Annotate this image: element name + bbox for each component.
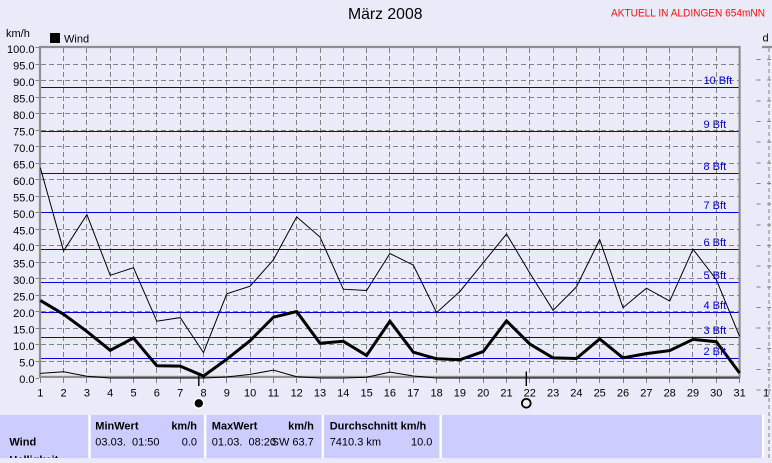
svg-text:9: 9	[224, 388, 230, 400]
svg-text:1: 1	[37, 388, 43, 400]
svg-text:40.0: 40.0	[13, 242, 34, 254]
svg-text:90.0: 90.0	[13, 77, 34, 89]
svg-text:3: 3	[84, 388, 90, 400]
svg-text:100.0: 100.0	[7, 44, 35, 56]
svg-text:MinWert: MinWert	[95, 421, 139, 433]
svg-text:10 Bft: 10 Bft	[704, 75, 733, 87]
svg-text:17: 17	[407, 388, 419, 400]
svg-text:27: 27	[640, 388, 652, 400]
svg-text:0.0: 0.0	[182, 436, 197, 448]
svg-text:5.0: 5.0	[19, 358, 34, 370]
svg-text:2 Bft: 2 Bft	[704, 346, 727, 358]
svg-text:km/h: km/h	[288, 421, 314, 433]
svg-text:10: 10	[244, 388, 256, 400]
svg-text:15: 15	[360, 388, 372, 400]
svg-text:10.0: 10.0	[411, 436, 432, 448]
svg-text:8: 8	[200, 388, 206, 400]
svg-text:24: 24	[570, 388, 582, 400]
svg-text:19: 19	[454, 388, 466, 400]
svg-text:15.0: 15.0	[13, 325, 34, 337]
svg-text:35.0: 35.0	[13, 258, 34, 270]
svg-text:18: 18	[430, 388, 442, 400]
svg-text:MaxWert: MaxWert	[212, 421, 258, 433]
svg-text:65.0: 65.0	[13, 159, 34, 171]
svg-text:50.0: 50.0	[13, 209, 34, 221]
svg-text:30.0: 30.0	[13, 275, 34, 287]
svg-text:31: 31	[733, 388, 745, 400]
svg-text:7: 7	[177, 388, 183, 400]
svg-text:25.0: 25.0	[13, 291, 34, 303]
svg-text:12: 12	[291, 388, 303, 400]
svg-text:4 Bft: 4 Bft	[704, 300, 727, 312]
svg-text:3 Bft: 3 Bft	[704, 325, 727, 337]
svg-text:14: 14	[337, 388, 349, 400]
svg-text:1: 1	[763, 388, 769, 400]
svg-text:Helligkeit: Helligkeit	[9, 454, 58, 458]
svg-text:10.0: 10.0	[13, 341, 34, 353]
svg-text:2: 2	[61, 388, 67, 400]
svg-text:SW 63.7: SW 63.7	[272, 436, 314, 448]
svg-text:28: 28	[664, 388, 676, 400]
svg-text:70.0: 70.0	[13, 143, 34, 155]
svg-text:9 Bft: 9 Bft	[704, 119, 727, 131]
svg-text:0.0: 0.0	[19, 374, 34, 386]
svg-text:13: 13	[314, 388, 326, 400]
svg-text:8 Bft: 8 Bft	[704, 161, 727, 173]
svg-text:55.0: 55.0	[13, 192, 34, 204]
svg-text:30: 30	[710, 388, 722, 400]
svg-text:85.0: 85.0	[13, 93, 34, 105]
svg-text:AKTUELL IN ALDINGEN 654mNN: AKTUELL IN ALDINGEN 654mNN	[611, 7, 765, 19]
svg-text:5: 5	[130, 388, 136, 400]
svg-text:75.0: 75.0	[13, 126, 34, 138]
svg-text:80.0: 80.0	[13, 110, 34, 122]
svg-text:25: 25	[594, 388, 606, 400]
svg-text:23: 23	[547, 388, 559, 400]
svg-text:95.0: 95.0	[13, 60, 34, 72]
svg-text:5 Bft: 5 Bft	[704, 270, 727, 282]
svg-text:6 Bft: 6 Bft	[704, 237, 727, 249]
svg-text:Durchschnitt km/h: Durchschnitt km/h	[330, 421, 427, 433]
svg-text:6: 6	[154, 388, 160, 400]
svg-text:16: 16	[384, 388, 396, 400]
svg-text:März 2008: März 2008	[348, 6, 423, 23]
svg-text:km/h: km/h	[6, 28, 30, 40]
svg-text:03.03. 01:50: 03.03. 01:50	[95, 436, 159, 448]
svg-text:km/h: km/h	[171, 421, 197, 433]
svg-text:21: 21	[500, 388, 512, 400]
svg-text:d: d	[763, 33, 769, 45]
svg-text:7 Bft: 7 Bft	[704, 200, 727, 212]
svg-text:Wind: Wind	[9, 436, 36, 448]
svg-text:45.0: 45.0	[13, 225, 34, 237]
svg-text:01.03. 08:20: 01.03. 08:20	[212, 436, 276, 448]
svg-text:4: 4	[107, 388, 113, 400]
svg-text:26: 26	[617, 388, 629, 400]
svg-text:29: 29	[687, 388, 699, 400]
svg-text:7410.3 km: 7410.3 km	[330, 436, 381, 448]
svg-text:60.0: 60.0	[13, 176, 34, 188]
svg-text:22: 22	[524, 388, 536, 400]
svg-text:11: 11	[268, 388, 279, 400]
svg-text:Wind: Wind	[64, 34, 89, 46]
svg-text:20.0: 20.0	[13, 308, 34, 320]
svg-text:20: 20	[477, 388, 489, 400]
